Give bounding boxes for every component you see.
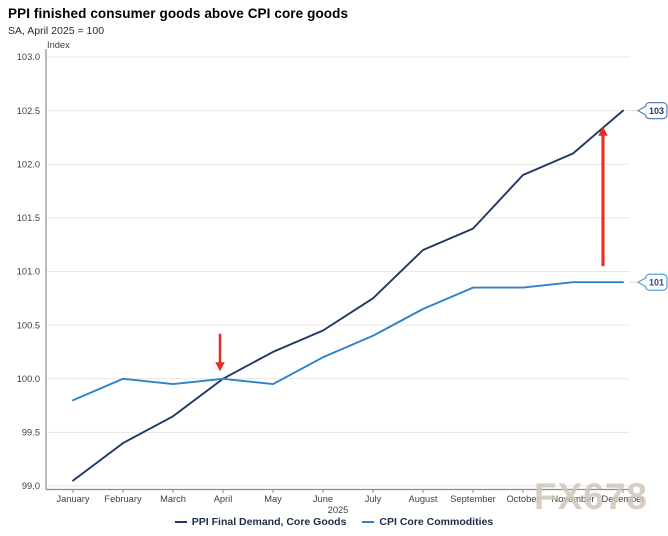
callout-value: 103 [649, 106, 664, 116]
y-tick-label: 102.5 [17, 106, 40, 116]
y-tick-label: 100.5 [17, 320, 40, 330]
line-ppi-final-demand-core-goods [72, 109, 624, 482]
y-axis-title: Index [47, 40, 70, 50]
x-tick-label: July [365, 494, 382, 504]
line-cpi-core-commodities [72, 281, 624, 402]
y-tick-label: 101.5 [17, 213, 40, 223]
arrow-down-head [215, 362, 225, 372]
x-tick-label: September [450, 494, 495, 504]
x-tick-label: November [552, 494, 595, 504]
x-tick-label: June [313, 494, 333, 504]
x-tick-label: May [264, 494, 282, 504]
x-tick-label: January [56, 494, 89, 504]
callout-tail [636, 105, 647, 116]
y-tick-label: 103.0 [17, 52, 40, 62]
chart-subtitle: SA, April 2025 = 100 [8, 25, 105, 37]
legend-label-ppi: PPI Final Demand, Core Goods [191, 516, 347, 528]
legend-label-cpi: CPI Core Commodities [379, 516, 494, 528]
callout-tail [636, 277, 647, 288]
y-tick-label: 102.0 [17, 159, 40, 169]
chart-title: PPI finished consumer goods above CPI co… [8, 6, 349, 21]
x-tick-label: August [409, 494, 438, 504]
x-axis-year-label: 2025 [328, 505, 349, 515]
cpi-line-swatch-icon [362, 520, 375, 524]
y-tick-label: 99.0 [22, 481, 40, 491]
x-tick-label: March [160, 494, 186, 504]
callout-value: 101 [649, 278, 664, 288]
legend-item-cpi: CPI Core Commodities [362, 516, 493, 528]
y-tick-label: 101.0 [17, 267, 40, 277]
ppi-line-swatch-icon [174, 520, 187, 524]
x-tick-label: October [506, 494, 539, 504]
x-tick-label: February [104, 494, 142, 504]
y-tick-label: 100.0 [17, 374, 40, 384]
x-tick-label: April [214, 494, 233, 504]
chart-legend: PPI Final Demand, Core Goods CPI Core Co… [0, 516, 668, 528]
chart-header: PPI finished consumer goods above CPI co… [8, 6, 348, 37]
y-tick-label: 99.5 [22, 428, 40, 438]
arrow-up-head [598, 126, 608, 136]
x-tick-label: December [602, 494, 645, 504]
legend-item-ppi: PPI Final Demand, Core Goods [174, 516, 347, 528]
